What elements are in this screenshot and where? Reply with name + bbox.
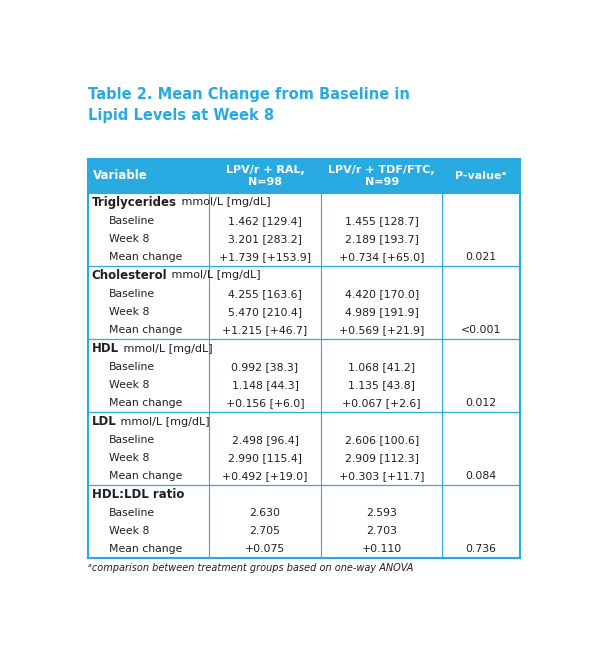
Bar xyxy=(88,412,520,431)
Text: Mean change: Mean change xyxy=(109,325,182,335)
Text: P-valueᵃ: P-valueᵃ xyxy=(455,171,507,181)
Text: Baseline: Baseline xyxy=(109,509,155,518)
Text: Lipid Levels at Week 8: Lipid Levels at Week 8 xyxy=(88,107,274,123)
Text: 0.021: 0.021 xyxy=(466,252,496,262)
Bar xyxy=(88,230,520,248)
Text: 4.255 [163.6]: 4.255 [163.6] xyxy=(228,289,302,299)
Text: LPV/r + RAL,
N=98: LPV/r + RAL, N=98 xyxy=(226,165,304,186)
Bar xyxy=(88,358,520,376)
Text: LDL: LDL xyxy=(91,415,116,428)
Text: 2.606 [100.6]: 2.606 [100.6] xyxy=(345,435,419,446)
Text: Baseline: Baseline xyxy=(109,435,155,446)
Text: Week 8: Week 8 xyxy=(109,453,149,463)
Text: +0.110: +0.110 xyxy=(362,544,402,554)
Text: +0.067 [+2.6]: +0.067 [+2.6] xyxy=(342,398,421,408)
Text: 1.068 [41.2]: 1.068 [41.2] xyxy=(348,362,415,372)
Text: Variable: Variable xyxy=(94,169,148,182)
Text: Mean change: Mean change xyxy=(109,398,182,408)
Text: +0.734 [+65.0]: +0.734 [+65.0] xyxy=(339,252,425,262)
Bar xyxy=(88,212,520,230)
Text: Week 8: Week 8 xyxy=(109,234,149,244)
Text: +0.303 [+11.7]: +0.303 [+11.7] xyxy=(339,471,425,481)
Text: +0.492 [+19.0]: +0.492 [+19.0] xyxy=(222,471,308,481)
Text: +1.739 [+153.9]: +1.739 [+153.9] xyxy=(219,252,311,262)
Text: ᵃcomparison between treatment groups based on one-way ANOVA: ᵃcomparison between treatment groups bas… xyxy=(88,562,413,573)
Text: +1.215 [+46.7]: +1.215 [+46.7] xyxy=(222,325,308,335)
Text: 5.470 [210.4]: 5.470 [210.4] xyxy=(228,307,302,317)
Text: 0.012: 0.012 xyxy=(466,398,496,408)
Text: LPV/r + TDF/FTC,
N=99: LPV/r + TDF/FTC, N=99 xyxy=(329,165,435,186)
Text: <0.001: <0.001 xyxy=(461,325,501,335)
Text: 1.455 [128.7]: 1.455 [128.7] xyxy=(345,216,419,226)
Text: 1.135 [43.8]: 1.135 [43.8] xyxy=(348,380,415,390)
Text: Mean change: Mean change xyxy=(109,544,182,554)
Text: +0.075: +0.075 xyxy=(245,544,285,554)
Bar xyxy=(88,505,520,522)
Text: 2.909 [112.3]: 2.909 [112.3] xyxy=(345,453,419,463)
Text: Baseline: Baseline xyxy=(109,362,155,372)
Text: 3.201 [283.2]: 3.201 [283.2] xyxy=(228,234,302,244)
Text: mmol/L [mg/dL]: mmol/L [mg/dL] xyxy=(168,271,261,280)
Text: Week 8: Week 8 xyxy=(109,307,149,317)
Bar xyxy=(88,339,520,358)
Text: Table 2. Mean Change from Baseline in: Table 2. Mean Change from Baseline in xyxy=(88,88,410,102)
Bar xyxy=(88,394,520,412)
Text: Baseline: Baseline xyxy=(109,289,155,299)
Text: 4.989 [191.9]: 4.989 [191.9] xyxy=(345,307,419,317)
Bar xyxy=(88,522,520,540)
Text: 2.189 [193.7]: 2.189 [193.7] xyxy=(345,234,419,244)
Text: Cholesterol: Cholesterol xyxy=(91,269,167,282)
Text: 2.498 [96.4]: 2.498 [96.4] xyxy=(231,435,298,446)
Text: 0.992 [38.3]: 0.992 [38.3] xyxy=(231,362,299,372)
Text: mmol/L [mg/dL]: mmol/L [mg/dL] xyxy=(117,416,210,427)
Text: +0.156 [+6.0]: +0.156 [+6.0] xyxy=(226,398,304,408)
Text: Week 8: Week 8 xyxy=(109,380,149,390)
Bar xyxy=(88,485,520,505)
Bar xyxy=(88,158,520,193)
Bar xyxy=(88,285,520,303)
Text: 1.148 [44.3]: 1.148 [44.3] xyxy=(231,380,298,390)
Text: 0.084: 0.084 xyxy=(466,471,496,481)
Text: Baseline: Baseline xyxy=(109,216,155,226)
Bar xyxy=(88,376,520,394)
Text: 2.593: 2.593 xyxy=(366,509,397,518)
Text: mmol/L [mg/dL]: mmol/L [mg/dL] xyxy=(177,198,270,208)
Text: HDL: HDL xyxy=(91,342,119,355)
Bar xyxy=(88,303,520,321)
Text: Mean change: Mean change xyxy=(109,252,182,262)
Bar xyxy=(88,431,520,450)
Text: 0.736: 0.736 xyxy=(466,544,496,554)
Text: 1.462 [129.4]: 1.462 [129.4] xyxy=(228,216,302,226)
Bar xyxy=(88,266,520,285)
Text: Triglycerides: Triglycerides xyxy=(91,196,177,209)
Text: 2.630: 2.630 xyxy=(250,509,280,518)
Text: Week 8: Week 8 xyxy=(109,526,149,536)
Text: Mean change: Mean change xyxy=(109,471,182,481)
Bar xyxy=(88,248,520,266)
Text: 2.705: 2.705 xyxy=(250,526,280,536)
Text: mmol/L [mg/dL]: mmol/L [mg/dL] xyxy=(120,343,212,353)
Text: HDL:LDL ratio: HDL:LDL ratio xyxy=(91,489,184,501)
Bar xyxy=(88,450,520,467)
Text: 2.703: 2.703 xyxy=(366,526,397,536)
Bar xyxy=(88,321,520,339)
Bar xyxy=(88,193,520,212)
Bar xyxy=(88,540,520,558)
Text: +0.569 [+21.9]: +0.569 [+21.9] xyxy=(339,325,425,335)
Text: 2.990 [115.4]: 2.990 [115.4] xyxy=(228,453,302,463)
Text: 4.420 [170.0]: 4.420 [170.0] xyxy=(345,289,419,299)
Bar xyxy=(88,467,520,485)
